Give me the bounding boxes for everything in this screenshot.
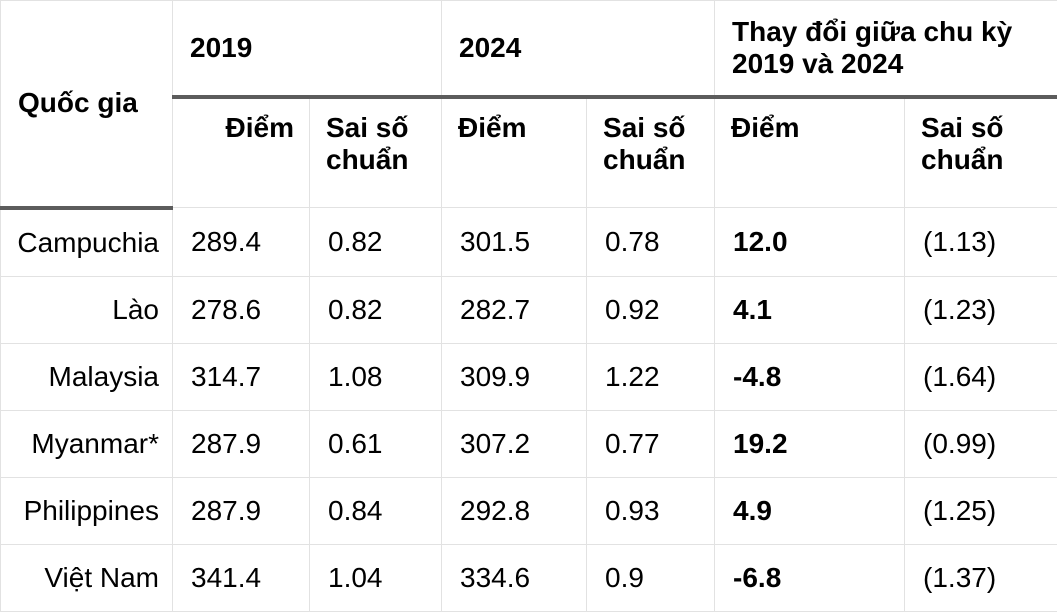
subheader-se-2019: Sai số chuẩn [310, 97, 442, 208]
group-header-2019: 2019 [173, 1, 442, 98]
se-2024-cell: 1.22 [587, 343, 715, 410]
change-se-cell: (1.23) [905, 276, 1057, 343]
score-2024-cell: 282.7 [442, 276, 587, 343]
change-se-cell: (0.99) [905, 410, 1057, 477]
table-row: Malaysia 314.7 1.08 309.9 1.22 -4.8 (1.6… [1, 343, 1057, 410]
score-2024-cell: 307.2 [442, 410, 587, 477]
se-2019-cell: 1.08 [310, 343, 442, 410]
table-row: Campuchia 289.4 0.82 301.5 0.78 12.0 (1.… [1, 208, 1057, 277]
group-header-change: Thay đổi giữa chu kỳ 2019 và 2024 [715, 1, 1057, 98]
score-2019-cell: 278.6 [173, 276, 310, 343]
change-se-cell: (1.25) [905, 477, 1057, 544]
se-2019-cell: 1.04 [310, 544, 442, 611]
country-cell: Việt Nam [1, 544, 173, 611]
table-row: Myanmar* 287.9 0.61 307.2 0.77 19.2 (0.9… [1, 410, 1057, 477]
subheader-score-2024: Điểm [442, 97, 587, 208]
subheader-se-2024: Sai số chuẩn [587, 97, 715, 208]
change-score-cell: 19.2 [715, 410, 905, 477]
table-row: Philippines 287.9 0.84 292.8 0.93 4.9 (1… [1, 477, 1057, 544]
group-header-row: Quốc gia 2019 2024 Thay đổi giữa chu kỳ … [1, 1, 1057, 98]
score-2024-cell: 309.9 [442, 343, 587, 410]
change-score-cell: 4.1 [715, 276, 905, 343]
se-2019-cell: 0.82 [310, 208, 442, 277]
country-cell: Campuchia [1, 208, 173, 277]
subheader-se-change: Sai số chuẩn [905, 97, 1057, 208]
se-2024-cell: 0.9 [587, 544, 715, 611]
score-2024-cell: 301.5 [442, 208, 587, 277]
score-2019-cell: 341.4 [173, 544, 310, 611]
change-score-cell: -4.8 [715, 343, 905, 410]
score-2019-cell: 289.4 [173, 208, 310, 277]
change-score-cell: -6.8 [715, 544, 905, 611]
column-header-country: Quốc gia [1, 1, 173, 208]
se-2019-cell: 0.82 [310, 276, 442, 343]
country-cell: Philippines [1, 477, 173, 544]
score-2024-cell: 334.6 [442, 544, 587, 611]
change-score-cell: 4.9 [715, 477, 905, 544]
table-row: Việt Nam 341.4 1.04 334.6 0.9 -6.8 (1.37… [1, 544, 1057, 611]
subheader-score-change: Điểm [715, 97, 905, 208]
change-se-cell: (1.64) [905, 343, 1057, 410]
score-2019-cell: 314.7 [173, 343, 310, 410]
score-2019-cell: 287.9 [173, 410, 310, 477]
se-2024-cell: 0.78 [587, 208, 715, 277]
group-header-2024: 2024 [442, 1, 715, 98]
change-se-cell: (1.13) [905, 208, 1057, 277]
country-cell: Lào [1, 276, 173, 343]
table-row: Lào 278.6 0.82 282.7 0.92 4.1 (1.23) [1, 276, 1057, 343]
se-2019-cell: 0.84 [310, 477, 442, 544]
country-cell: Myanmar* [1, 410, 173, 477]
se-2024-cell: 0.93 [587, 477, 715, 544]
subheader-score-2019: Điểm [173, 97, 310, 208]
change-se-cell: (1.37) [905, 544, 1057, 611]
se-2024-cell: 0.77 [587, 410, 715, 477]
se-2019-cell: 0.61 [310, 410, 442, 477]
score-2019-cell: 287.9 [173, 477, 310, 544]
change-score-cell: 12.0 [715, 208, 905, 277]
se-2024-cell: 0.92 [587, 276, 715, 343]
country-cell: Malaysia [1, 343, 173, 410]
score-2024-cell: 292.8 [442, 477, 587, 544]
